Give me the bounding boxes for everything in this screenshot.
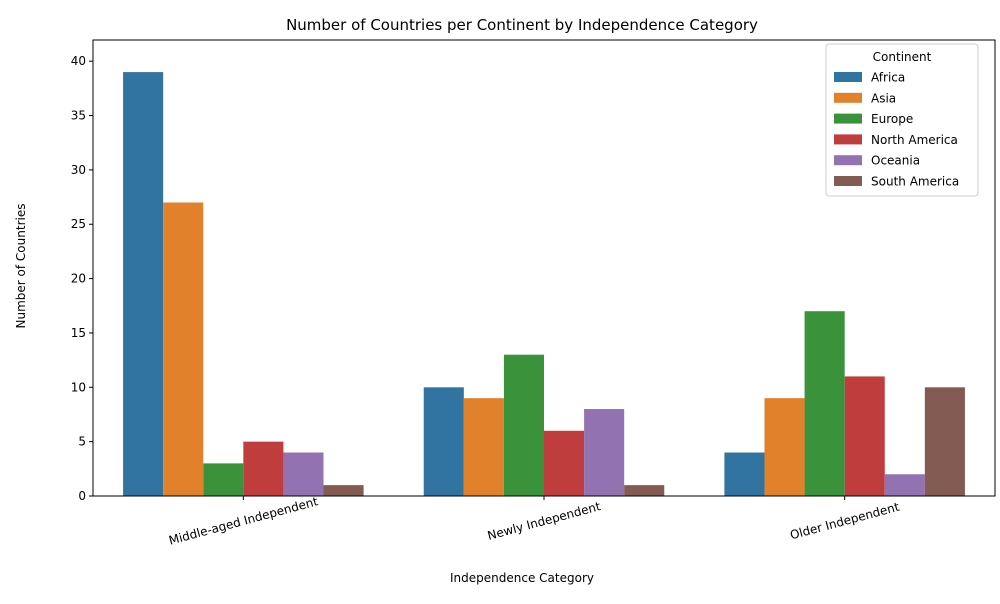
bar-south-america-3 [924,387,965,496]
y-tick-label: 30 [71,163,86,177]
bar-south-america-1 [323,485,364,496]
x-axis-label: Independence Category [450,571,594,585]
legend-swatch-asia [834,92,862,103]
y-tick-label: 15 [71,326,86,340]
bar-north-america-3 [844,376,885,496]
y-tick-label: 0 [78,489,86,503]
bar-south-america-2 [624,485,665,496]
bar-europe-3 [804,311,845,496]
bar-north-america-2 [544,430,585,496]
legend: Continent Africa Asia Europe North America O… [825,43,979,197]
chart-title: Number of Countries per Continent by Ind… [286,16,758,34]
legend-label: North America [871,133,958,147]
y-tick-label: 5 [78,435,86,449]
legend-items: Africa Asia Europe North America Oceania Sout… [834,71,959,189]
y-tick-label: 35 [71,109,86,123]
y-tick-label: 10 [71,380,86,394]
x-tick-label: Newly Independent [486,499,602,543]
legend-swatch-south-america [834,176,862,186]
legend-swatch-europe [834,113,862,124]
x-tick-label: Middle-aged Independent [167,494,319,547]
bar-oceania-3 [884,474,925,496]
legend-swatch-oceania [834,155,862,166]
bar-oceania-2 [584,409,625,496]
x-axis: Middle-aged Independent Newly Independent… [167,494,901,547]
plot-frame [92,39,996,497]
bar-asia-3 [764,398,805,496]
y-tick-label: 40 [71,54,86,68]
x-tick-label: Older Independent [788,500,901,543]
legend-label: Asia [871,91,896,105]
bar-africa-1 [123,72,164,496]
legend-box [825,43,979,197]
y-tick-label: 20 [71,272,86,286]
y-axis-label: Number of Countries [14,204,28,329]
bar-asia-2 [463,398,504,496]
bar-europe-1 [203,463,244,496]
legend-title: Continent [873,50,932,64]
bar-africa-2 [423,387,464,496]
legend-label: Africa [871,71,905,85]
bar-oceania-1 [283,452,324,496]
bars-group [123,72,965,496]
legend-label: South America [871,175,959,189]
legend-label: Europe [871,112,913,126]
y-tick-label: 25 [71,217,86,231]
legend-label: Oceania [871,154,920,168]
y-axis: 0 5 10 15 20 25 30 35 40 [71,54,93,503]
legend-swatch-north-america [834,134,862,145]
bar-europe-2 [503,354,544,496]
bar-africa-3 [724,452,765,496]
bar-asia-1 [163,202,204,496]
legend-swatch-africa [834,72,862,82]
bar-north-america-1 [243,441,284,496]
